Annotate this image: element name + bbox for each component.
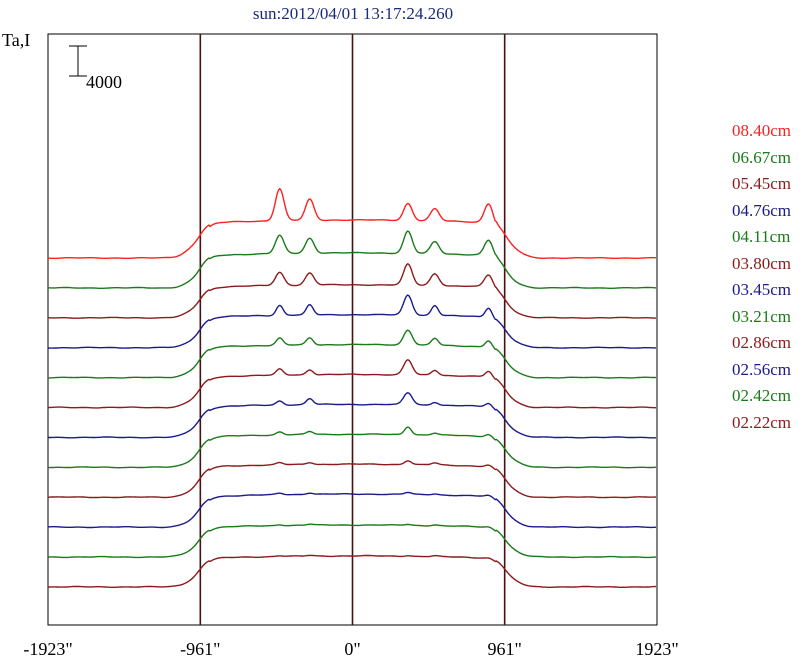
x-tick-label-4: 1923" (635, 639, 678, 659)
x-tick-label-2: 0" (344, 639, 360, 659)
x-tick-label-0: -1923" (23, 639, 72, 659)
series-line-02.22cm (48, 554, 657, 588)
series-line-03.21cm (47, 426, 656, 469)
series-line-05.45cm (47, 262, 657, 319)
series-line-03.45cm (48, 392, 656, 439)
legend-item-02.86cm: 02.86cm (732, 333, 792, 352)
legend-item-05.45cm: 05.45cm (732, 174, 792, 193)
legend-item-04.76cm: 04.76cm (732, 200, 792, 220)
legend-item-02.42cm: 02.42cm (732, 386, 792, 405)
legend-item-06.67cm: 06.67cm (732, 147, 792, 167)
series-line-04.76cm (47, 294, 656, 349)
scale-bar-label: 4000 (86, 72, 122, 92)
series-line-06.67cm (48, 230, 657, 289)
x-tick-label-3: 961" (487, 639, 521, 659)
y-axis-label: Ta,I (2, 30, 31, 50)
series-line-08.40cm (48, 187, 657, 259)
x-tick-label-1: -961" (180, 639, 220, 659)
legend-item-03.45cm: 03.45cm (732, 280, 792, 299)
series-line-02.86cm (47, 460, 657, 499)
legend-item-08.40cm: 08.40cm (732, 121, 792, 140)
legend-item-04.11cm: 04.11cm (732, 227, 791, 246)
legend-item-02.56cm: 02.56cm (732, 359, 792, 379)
chart-title: sun:2012/04/01 13:17:24.260 (252, 4, 454, 23)
series-line-03.80cm (48, 359, 657, 409)
legend: 08.40cm 06.67cm 05.45cm 04.76cm 04.11cm 03.80… (732, 118, 791, 436)
series-line-02.56cm (47, 491, 657, 529)
series-line-04.11cm (48, 329, 657, 379)
legend-item-02.22cm: 02.22cm (732, 412, 792, 432)
legend-item-03.21cm: 03.21cm (732, 306, 792, 326)
legend-item-03.80cm: 03.80cm (732, 253, 792, 273)
series-line-02.42cm (48, 523, 657, 559)
